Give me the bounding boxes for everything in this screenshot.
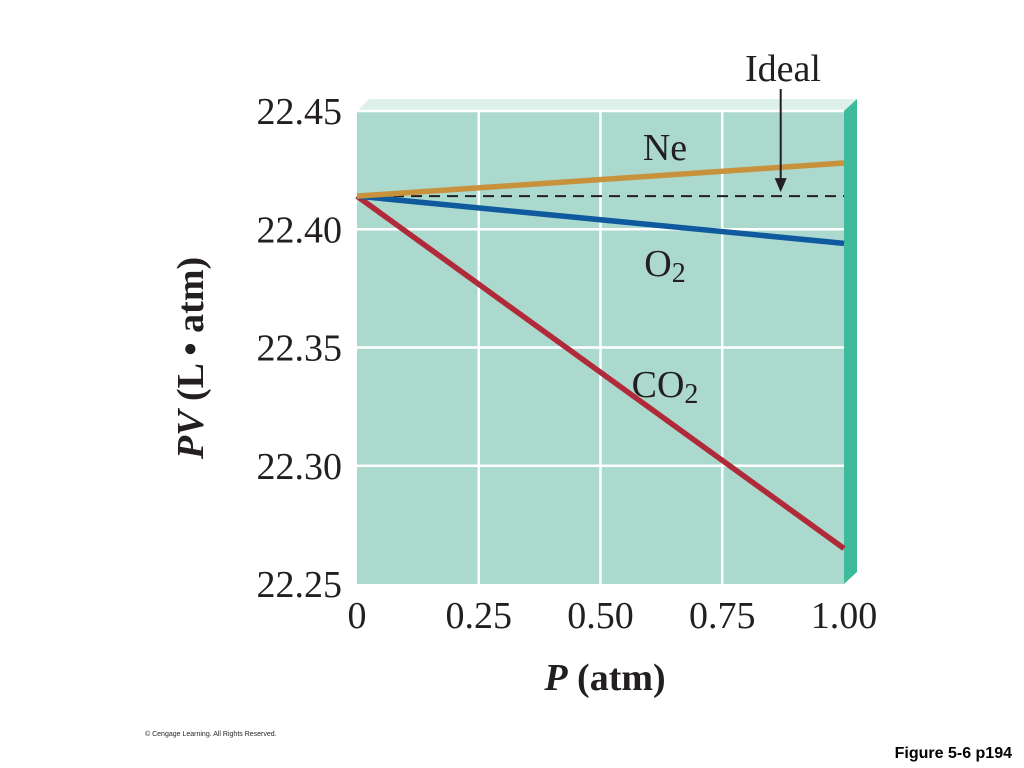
y-tick-22-25: 22.25 xyxy=(257,564,343,606)
y-axis-title: PV (L • atm) xyxy=(170,257,212,460)
y-tick-22-40: 22.40 xyxy=(257,209,343,251)
plot-frame-side xyxy=(844,99,857,584)
y-tick-labels: 22.25 22.30 22.35 22.40 22.45 xyxy=(257,91,343,606)
series-line-ne xyxy=(356,160,845,199)
figure-label: Figure 5-6 p194 xyxy=(894,745,1012,762)
x-tick-1-00: 1.00 xyxy=(811,595,878,637)
series-label-co2: CO2 xyxy=(632,364,699,410)
x-tick-0-50: 0.50 xyxy=(567,595,634,637)
series-label-o2: O2 xyxy=(644,243,685,289)
ideal-annotation: Ideal xyxy=(745,48,821,193)
y-tick-22-35: 22.35 xyxy=(257,328,343,370)
plot-frame-top xyxy=(357,99,857,111)
annotation-ideal-text: Ideal xyxy=(745,48,821,90)
series-label-ne: Ne xyxy=(643,127,687,169)
grid-lines xyxy=(357,109,844,584)
y-tick-22-45: 22.45 xyxy=(257,91,343,133)
x-tick-0-75: 0.75 xyxy=(689,595,756,637)
series-line-co2 xyxy=(355,193,846,551)
x-axis-title: P (atm) xyxy=(543,657,665,699)
x-tick-0-25: 0.25 xyxy=(446,595,513,637)
annotation-arrow-head xyxy=(774,178,787,193)
series-line-o2 xyxy=(356,193,845,247)
x-tick-labels: 0 0.25 0.50 0.75 1.00 xyxy=(348,595,878,637)
x-tick-0: 0 xyxy=(348,595,367,637)
series-lines xyxy=(355,160,846,551)
copyright-notice: © Cengage Learning. All Rights Reserved. xyxy=(145,731,277,738)
y-tick-22-30: 22.30 xyxy=(257,446,343,488)
series-labels: Ne O2 CO2 xyxy=(632,127,699,410)
